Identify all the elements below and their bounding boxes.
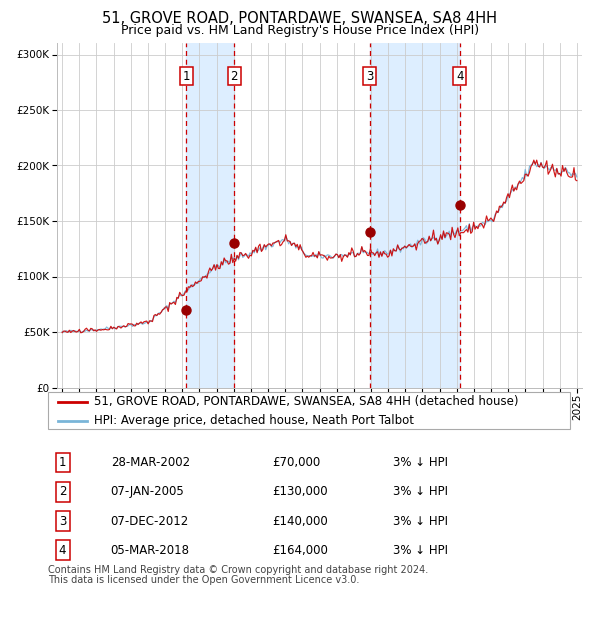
Text: £164,000: £164,000 xyxy=(272,544,328,557)
Bar xyxy=(370,43,460,388)
Text: HPI: Average price, detached house, Neath Port Talbot: HPI: Average price, detached house, Neat… xyxy=(94,414,414,427)
Text: £130,000: £130,000 xyxy=(272,485,328,498)
Text: 3: 3 xyxy=(366,69,373,82)
Text: 51, GROVE ROAD, PONTARDAWE, SWANSEA, SA8 4HH: 51, GROVE ROAD, PONTARDAWE, SWANSEA, SA8… xyxy=(103,11,497,26)
Text: This data is licensed under the Open Government Licence v3.0.: This data is licensed under the Open Gov… xyxy=(48,575,359,585)
Bar xyxy=(186,43,234,388)
Text: 3% ↓ HPI: 3% ↓ HPI xyxy=(392,485,448,498)
Text: 51, GROVE ROAD, PONTARDAWE, SWANSEA, SA8 4HH (detached house): 51, GROVE ROAD, PONTARDAWE, SWANSEA, SA8… xyxy=(94,396,518,409)
Text: 3: 3 xyxy=(59,515,67,528)
Text: 1: 1 xyxy=(182,69,190,82)
Text: 28-MAR-2002: 28-MAR-2002 xyxy=(110,456,190,469)
Text: Price paid vs. HM Land Registry's House Price Index (HPI): Price paid vs. HM Land Registry's House … xyxy=(121,24,479,37)
Text: 1: 1 xyxy=(59,456,67,469)
Text: 4: 4 xyxy=(59,544,67,557)
Text: 3% ↓ HPI: 3% ↓ HPI xyxy=(392,544,448,557)
Text: 07-DEC-2012: 07-DEC-2012 xyxy=(110,515,189,528)
Text: 2: 2 xyxy=(59,485,67,498)
Text: 05-MAR-2018: 05-MAR-2018 xyxy=(110,544,190,557)
Text: £70,000: £70,000 xyxy=(272,456,321,469)
Text: £140,000: £140,000 xyxy=(272,515,328,528)
Text: 2: 2 xyxy=(230,69,238,82)
Text: 4: 4 xyxy=(456,69,463,82)
Text: 3% ↓ HPI: 3% ↓ HPI xyxy=(392,515,448,528)
Text: Contains HM Land Registry data © Crown copyright and database right 2024.: Contains HM Land Registry data © Crown c… xyxy=(48,565,428,575)
Text: 3% ↓ HPI: 3% ↓ HPI xyxy=(392,456,448,469)
Text: 07-JAN-2005: 07-JAN-2005 xyxy=(110,485,184,498)
